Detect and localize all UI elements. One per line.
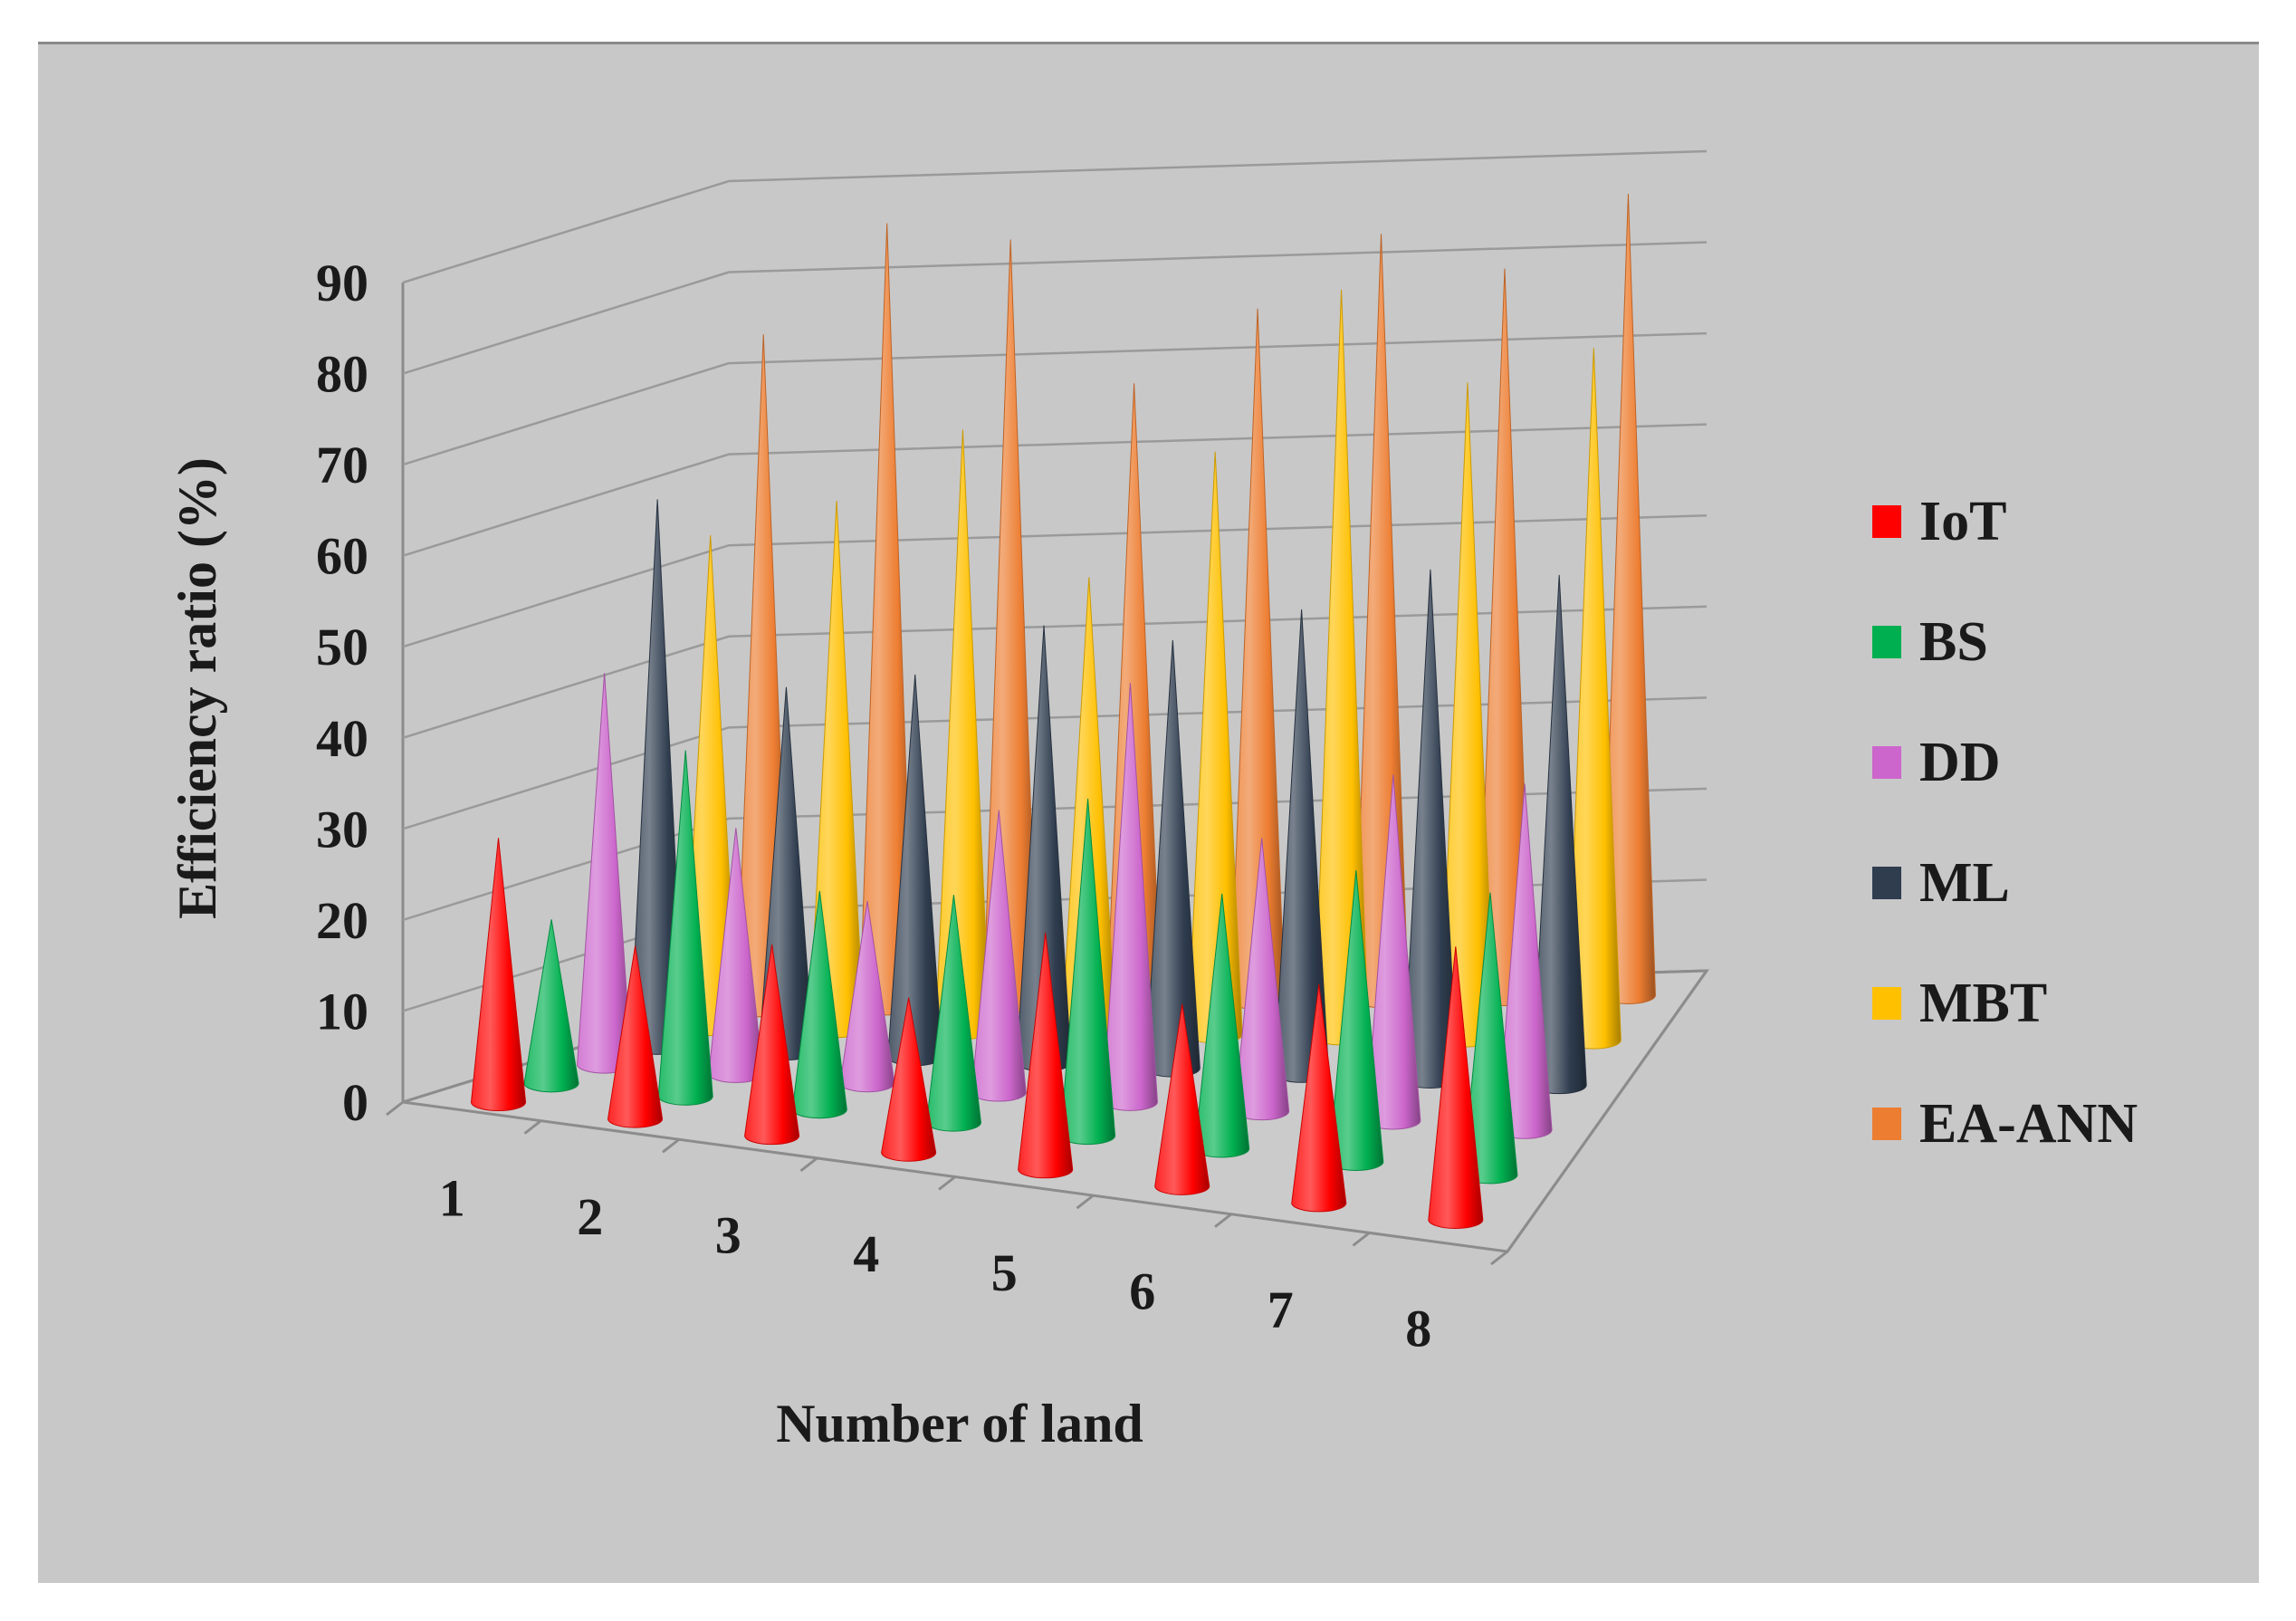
x-tick-label: 7	[1268, 1280, 1294, 1339]
cone-iot-land-3	[744, 944, 800, 1146]
y-tick-label: 30	[316, 800, 368, 858]
legend-label: DD	[1919, 732, 2001, 793]
cone-iot-land-8	[1428, 946, 1484, 1229]
x-axis-title: Number of land	[776, 1394, 1143, 1453]
legend-item: IoT	[1872, 491, 2006, 552]
legend: IoT BS DD ML MBT EA-ANN	[1872, 491, 2138, 1155]
legend-label: MBT	[1919, 973, 2047, 1034]
x-tick-label: 5	[991, 1243, 1018, 1302]
legend-item: ML	[1872, 852, 2010, 914]
cone-dd-land-1	[577, 673, 633, 1074]
y-tick-label: 40	[316, 709, 368, 768]
cone-bs-land-1	[523, 919, 579, 1093]
legend-swatch	[1872, 626, 1901, 658]
x-tick-label: 4	[853, 1224, 879, 1283]
y-tick-label: 80	[316, 345, 368, 404]
legend-label: BS	[1919, 611, 1988, 673]
x-tick-label: 1	[439, 1168, 465, 1227]
x-tick-label: 3	[715, 1206, 741, 1265]
cone-bs-land-2	[657, 750, 713, 1106]
legend-label: ML	[1919, 852, 2010, 914]
legend-item: DD	[1872, 732, 2001, 793]
legend-item: BS	[1872, 611, 1988, 673]
cone-iot-land-6	[1154, 1003, 1210, 1195]
legend-label: EA-ANN	[1919, 1093, 2138, 1155]
y-tick-label: 20	[316, 891, 368, 950]
cone-marks	[471, 193, 1656, 1229]
y-tick-label: 90	[316, 254, 368, 312]
x-tick-label: 2	[577, 1187, 603, 1246]
x-tick-label: 6	[1129, 1261, 1155, 1320]
x-tick-label: 8	[1405, 1300, 1431, 1358]
y-tick-label: 60	[316, 527, 368, 586]
y-tick-label: 70	[316, 436, 368, 494]
y-tick-label: 50	[316, 618, 368, 676]
cone-iot-land-5	[1018, 932, 1074, 1179]
cone-iot-land-4	[881, 997, 937, 1162]
y-axis-title: Efficiency ratio (%)	[167, 457, 227, 919]
cone-iot-land-2	[607, 945, 664, 1128]
legend-item: EA-ANN	[1872, 1093, 2138, 1155]
y-tick-label: 10	[316, 982, 368, 1041]
legend-item: MBT	[1872, 973, 2047, 1034]
legend-swatch	[1872, 505, 1901, 538]
legend-label: IoT	[1919, 491, 2006, 552]
cone-iot-land-1	[471, 838, 527, 1112]
y-axis-ticks: 0 10 20 30 40 50 60 70 80 90	[316, 254, 368, 1132]
legend-swatch	[1872, 867, 1901, 899]
legend-swatch	[1872, 987, 1901, 1020]
cone-iot-land-7	[1291, 983, 1347, 1213]
legend-swatch	[1872, 746, 1901, 779]
legend-swatch	[1872, 1108, 1901, 1140]
y-tick-label: 0	[342, 1073, 368, 1132]
x-axis-ticks: 1 2 3 4 5 6 7 8	[386, 1100, 1508, 1358]
